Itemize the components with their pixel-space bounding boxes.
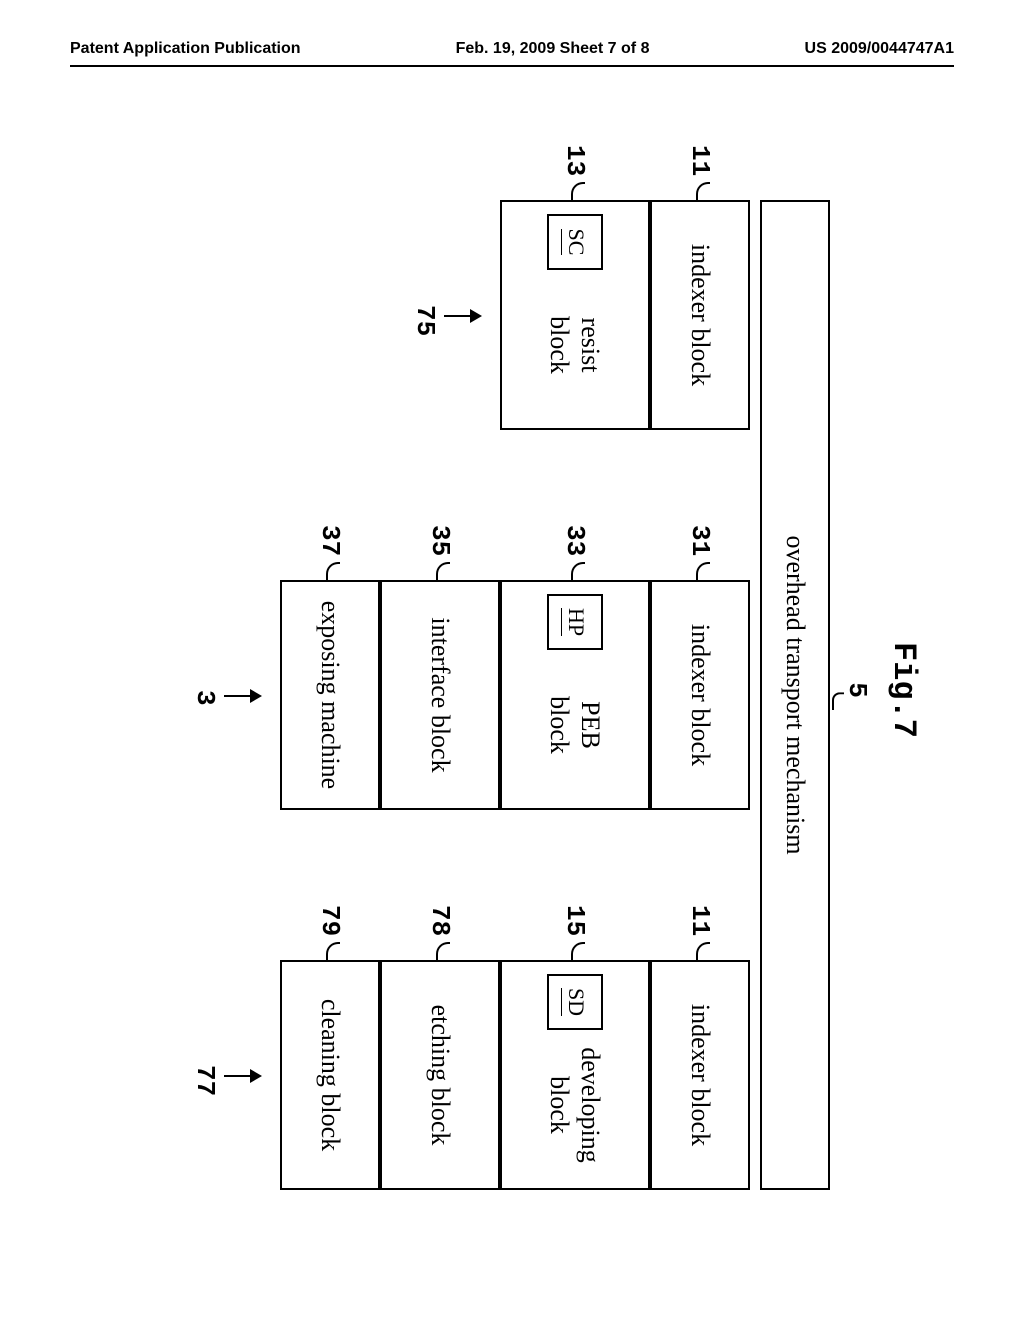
ref-33: 33 xyxy=(560,525,590,556)
ref-78: 78 xyxy=(425,905,455,936)
indexer-block-c2-label: indexer block xyxy=(684,624,715,766)
sc-label: SC xyxy=(561,229,588,256)
interface-block-label: interface block xyxy=(424,617,455,772)
ref-35-tick xyxy=(436,562,450,580)
ref-77: 77 xyxy=(190,1065,220,1096)
indexer-block-c2: indexer block xyxy=(650,580,750,810)
arrow-75 xyxy=(444,315,480,317)
ref-11-c3-tick xyxy=(696,942,710,960)
indexer-block-c3-label: indexer block xyxy=(684,1004,715,1146)
sc-sub-box: SC xyxy=(547,214,603,270)
ref-3: 3 xyxy=(190,690,220,706)
header-right: US 2009/0044747A1 xyxy=(805,40,954,58)
developing-block: SD developing block xyxy=(500,960,650,1190)
page-area: Fig.7 5 overhead transport mechanism ind… xyxy=(60,120,964,1260)
exposing-block: exposing machine xyxy=(280,580,380,810)
page-header: Patent Application Publication Feb. 19, … xyxy=(0,40,1024,58)
exposing-block-label: exposing machine xyxy=(314,601,345,789)
ref-78-tick xyxy=(436,942,450,960)
ref-31: 31 xyxy=(685,525,715,556)
ref-13: 13 xyxy=(560,145,590,176)
ref-37: 37 xyxy=(315,525,345,556)
etching-block: etching block xyxy=(380,960,500,1190)
cleaning-block: cleaning block xyxy=(280,960,380,1190)
ref-37-tick xyxy=(326,562,340,580)
indexer-block-c1: indexer block xyxy=(650,200,750,430)
figure-label: Fig.7 xyxy=(885,642,922,738)
ref-33-tick xyxy=(571,562,585,580)
indexer-block-c1-label: indexer block xyxy=(684,244,715,386)
ref-5-container: 5 xyxy=(842,682,872,698)
arrow-3 xyxy=(224,695,260,697)
ref-11-c1-tick xyxy=(696,182,710,200)
ref-79: 79 xyxy=(315,905,345,936)
ref-11-c3: 11 xyxy=(685,905,715,936)
ref-15: 15 xyxy=(560,905,590,936)
ref-5: 5 xyxy=(842,682,872,698)
hp-sub-box: HP xyxy=(547,594,603,650)
sd-sub-box: SD xyxy=(547,974,603,1030)
interface-block: interface block xyxy=(380,580,500,810)
cleaning-block-label: cleaning block xyxy=(314,999,345,1151)
ref-75: 75 xyxy=(410,305,440,336)
ref-5-tick xyxy=(832,692,844,710)
peb-block: HP PEB block xyxy=(500,580,650,810)
ref-15-tick xyxy=(571,942,585,960)
ref-35: 35 xyxy=(425,525,455,556)
indexer-block-c3: indexer block xyxy=(650,960,750,1190)
ref-79-tick xyxy=(326,942,340,960)
overhead-transport-block: overhead transport mechanism xyxy=(760,200,830,1190)
ref-13-tick xyxy=(571,182,585,200)
figure-container: Fig.7 5 overhead transport mechanism ind… xyxy=(102,140,922,1240)
ref-31-tick xyxy=(696,562,710,580)
resist-block: SC resist block xyxy=(500,200,650,430)
arrow-77 xyxy=(224,1075,260,1077)
header-center: Feb. 19, 2009 Sheet 7 of 8 xyxy=(456,40,650,58)
header-line xyxy=(70,65,954,67)
overhead-transport-label: overhead transport mechanism xyxy=(779,535,810,854)
sd-label: SD xyxy=(561,988,588,1016)
ref-11-c1: 11 xyxy=(685,145,715,176)
header-left: Patent Application Publication xyxy=(70,40,301,58)
hp-label: HP xyxy=(561,608,588,636)
etching-block-label: etching block xyxy=(424,1005,455,1146)
